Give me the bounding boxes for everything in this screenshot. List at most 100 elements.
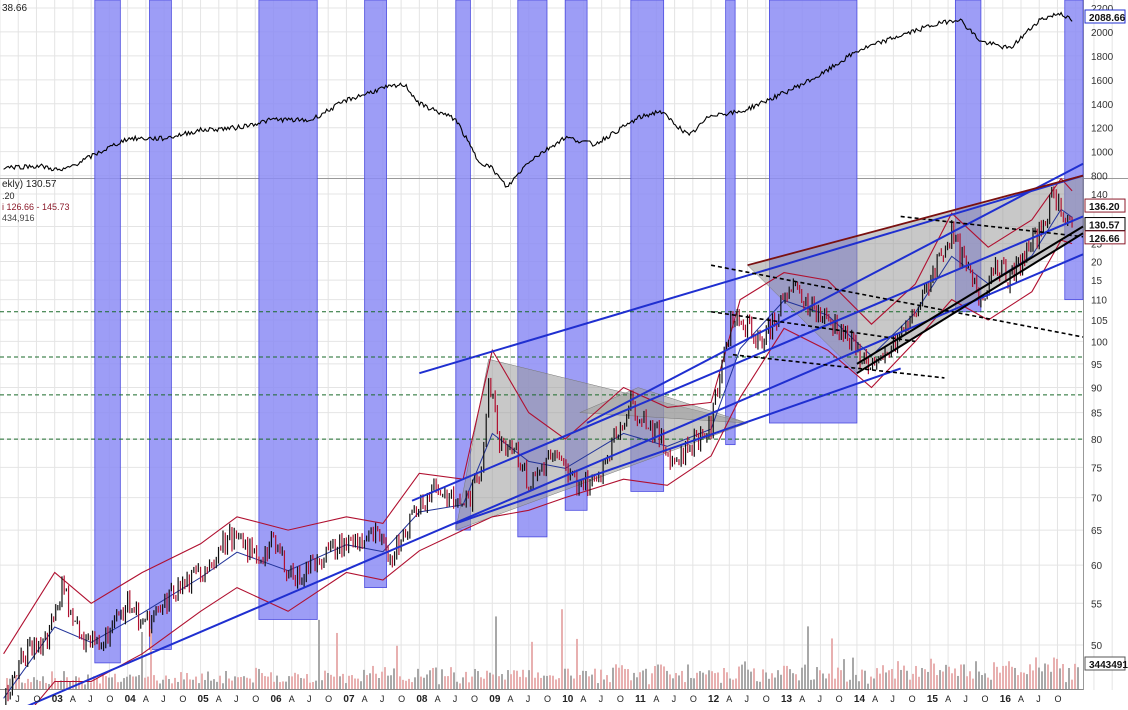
lower-y-tick-label: 65 <box>1091 526 1103 537</box>
recession-band <box>258 0 318 620</box>
volume-bar <box>735 678 737 689</box>
trend-channel-line <box>419 174 1084 375</box>
volume-bar <box>906 670 908 689</box>
volume-bar <box>591 674 593 689</box>
volume-bar <box>579 675 581 689</box>
volume-bar <box>447 676 449 689</box>
volume-bar <box>939 670 941 689</box>
volume-tag: 3443491 <box>1089 660 1128 671</box>
volume-bar <box>777 670 779 689</box>
volume-bar <box>1065 682 1067 689</box>
volume-bar <box>717 672 719 689</box>
volume-bar <box>486 670 488 689</box>
volume-bar <box>75 676 77 689</box>
x-axis-label: 04 <box>125 694 137 705</box>
volume-bar <box>387 675 389 689</box>
volume-bar <box>474 668 476 689</box>
volume-bar <box>126 676 128 689</box>
x-axis-label: O <box>909 694 916 704</box>
volume-bar <box>999 672 1001 689</box>
volume-bar <box>348 675 350 689</box>
volume-bar <box>57 681 59 689</box>
volume-bar <box>306 674 308 689</box>
dashed-trend-line <box>710 264 1084 338</box>
volume-bar <box>330 674 332 689</box>
upper-y-tick-label: 1200 <box>1091 124 1114 135</box>
dashed-trend-line <box>732 353 945 379</box>
volume-bar <box>933 663 935 689</box>
volume-bar <box>1017 675 1019 689</box>
volume-bar <box>36 679 38 689</box>
volume-bar <box>498 676 500 689</box>
volume-bar <box>519 676 521 689</box>
upper-y-tick-label: 1600 <box>1091 76 1114 87</box>
volume-bar <box>30 682 32 689</box>
volume-bar <box>606 675 608 689</box>
x-axis-label: O <box>325 694 332 704</box>
volume-bar <box>162 679 164 689</box>
lower-y-tick-label: 50 <box>1091 641 1103 652</box>
volume-bar <box>108 677 110 689</box>
volume-bar <box>1032 670 1034 689</box>
volume-bar <box>543 675 545 689</box>
volume-bar <box>903 665 905 689</box>
volume-bar <box>651 673 653 689</box>
x-axis-label: O <box>544 694 551 704</box>
volume-bar <box>804 664 806 689</box>
index-last-value-tag-box <box>1084 9 1126 24</box>
lower-header-line-1: ekly) 130.57 <box>2 179 57 190</box>
volume-bar <box>1056 658 1058 689</box>
volume-baseline <box>0 689 1083 690</box>
trend-channel-line <box>455 367 902 525</box>
x-axis-label: O <box>690 694 697 704</box>
volume-bar <box>210 680 212 689</box>
volume-bar <box>912 673 914 689</box>
lower-y-tick-label: 90 <box>1091 384 1103 395</box>
upper-y-tick-label: 1800 <box>1091 52 1114 63</box>
lower-header-line-3: i 126.66 - 145.73 <box>2 202 70 212</box>
volume-bar <box>528 670 530 689</box>
volume-bar <box>1062 664 1064 689</box>
volume-bar <box>909 679 911 689</box>
volume-bar <box>231 680 233 689</box>
volume-bar <box>39 681 41 689</box>
x-axis-label: 06 <box>270 694 282 705</box>
volume-bar <box>1074 663 1076 689</box>
x-axis-label: O <box>471 694 478 704</box>
volume-bar <box>171 683 173 689</box>
volume-bar <box>957 675 959 689</box>
volume-bar <box>216 681 218 689</box>
volume-bar <box>1011 666 1013 689</box>
volume-bar <box>936 675 938 689</box>
volume-bar <box>810 679 812 689</box>
volume-bar <box>636 677 638 689</box>
volume-bar <box>927 671 929 689</box>
volume-bar <box>573 678 575 689</box>
x-axis-label: A <box>70 694 76 704</box>
volume-bar <box>297 674 299 689</box>
volume-bar <box>669 674 671 689</box>
lower-y-tick-label: 95 <box>1091 360 1103 371</box>
trend-lines <box>15 162 1084 710</box>
volume-bar <box>408 678 410 689</box>
volume-bar <box>660 664 662 689</box>
volume-bar <box>687 664 689 689</box>
volume-bar <box>453 672 455 689</box>
volume-bar <box>846 681 848 689</box>
index-line <box>3 11 1073 188</box>
volume-bar <box>1029 664 1031 689</box>
volume-bar <box>960 664 962 689</box>
volume-bar <box>825 678 827 689</box>
volume-bar <box>516 670 518 689</box>
volume-bar <box>183 679 185 689</box>
volume-bar <box>552 675 554 689</box>
volume-bar <box>279 682 281 689</box>
volume-bar <box>138 675 140 689</box>
volume-bar <box>483 678 485 689</box>
volume-bar <box>285 681 287 689</box>
volume-bar <box>501 674 503 689</box>
volume-bar <box>150 628 152 689</box>
volume-bar <box>147 676 149 689</box>
volume-bar <box>480 677 482 689</box>
volume-bar <box>843 659 845 689</box>
